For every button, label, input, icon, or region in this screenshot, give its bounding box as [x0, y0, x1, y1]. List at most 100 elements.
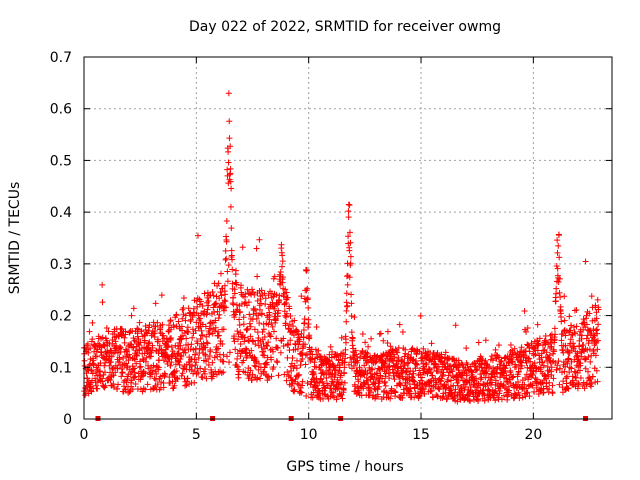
data-point: [547, 340, 554, 347]
data-point: [221, 297, 228, 304]
data-point: [110, 380, 117, 387]
data-point: [341, 370, 348, 377]
data-point: [471, 383, 478, 390]
x-tick-label: 20: [524, 427, 542, 443]
data-point: [224, 166, 231, 173]
data-point: [464, 361, 471, 368]
data-point: [449, 368, 456, 375]
data-point: [220, 326, 227, 333]
data-point: [548, 364, 555, 371]
data-point: [363, 359, 370, 366]
data-point: [433, 391, 440, 398]
data-point: [222, 291, 229, 298]
data-point: [262, 295, 269, 302]
data-point: [568, 365, 575, 372]
data-point: [234, 328, 241, 335]
data-point: [567, 327, 574, 334]
data-point: [302, 352, 309, 359]
data-point: [345, 208, 352, 215]
data-point: [94, 385, 101, 392]
data-point: [346, 229, 353, 236]
data-point: [233, 362, 240, 369]
data-point: [477, 371, 484, 378]
data-point: [565, 356, 572, 363]
data-point: [565, 385, 572, 392]
data-point: [572, 330, 579, 337]
data-point: [246, 320, 253, 327]
data-point: [564, 373, 571, 380]
data-point: [243, 346, 250, 353]
data-point: [284, 368, 291, 375]
y-tick-label: 0.1: [50, 360, 72, 376]
data-point: [545, 354, 552, 361]
data-point: [293, 327, 300, 334]
data-point: [382, 382, 389, 389]
data-point: [563, 380, 570, 387]
data-point: [202, 366, 209, 373]
data-point: [260, 348, 267, 355]
data-point: [255, 312, 262, 319]
data-point: [531, 388, 538, 395]
axis-ticks: [83, 56, 612, 420]
data-point: [536, 335, 543, 342]
data-point: [342, 346, 349, 353]
data-point: [523, 359, 530, 366]
data-point: [452, 386, 459, 393]
data-point: [124, 376, 131, 383]
data-point: [391, 376, 398, 383]
data-point: [212, 300, 219, 307]
data-point: [428, 387, 435, 394]
data-point: [543, 380, 550, 387]
data-point: [561, 293, 568, 300]
data-point: [571, 368, 578, 375]
data-point: [287, 312, 294, 319]
data-point: [131, 369, 138, 376]
data-point: [538, 350, 545, 357]
data-point: [360, 385, 367, 392]
data-point: [294, 380, 301, 387]
data-point: [195, 324, 202, 331]
data-point: [542, 372, 549, 379]
data-point: [130, 366, 137, 373]
data-point: [247, 290, 254, 297]
data-point: [577, 374, 584, 381]
data-point: [275, 307, 282, 314]
data-point: [177, 342, 184, 349]
data-point: [523, 328, 530, 335]
data-point: [584, 332, 591, 339]
data-point: [546, 379, 553, 386]
data-point: [212, 324, 219, 331]
data-point: [294, 328, 301, 335]
data-point: [172, 342, 179, 349]
data-point: [320, 371, 327, 378]
data-point: [258, 300, 265, 307]
data-point: [201, 290, 208, 297]
data-point: [572, 374, 579, 381]
data-point: [258, 344, 265, 351]
data-point: [152, 368, 159, 375]
data-point: [417, 312, 424, 319]
data-point: [123, 360, 130, 367]
data-point: [176, 361, 183, 368]
data-point: [103, 325, 110, 332]
data-point: [518, 362, 525, 369]
data-point: [212, 349, 219, 356]
data-point: [402, 350, 409, 357]
data-point: [439, 371, 446, 378]
data-point: [522, 374, 529, 381]
data-point: [101, 362, 108, 369]
data-point: [158, 292, 165, 299]
data-point: [509, 374, 516, 381]
data-point: [551, 325, 558, 332]
data-point: [348, 312, 355, 319]
data-point: [178, 372, 185, 379]
data-point: [126, 388, 133, 395]
data-point: [263, 361, 270, 368]
data-point: [383, 366, 390, 373]
data-point: [586, 377, 593, 384]
data-point: [445, 378, 452, 385]
data-point: [509, 358, 516, 365]
data-point: [328, 389, 335, 396]
data-point: [168, 334, 175, 341]
data-point: [233, 281, 240, 288]
